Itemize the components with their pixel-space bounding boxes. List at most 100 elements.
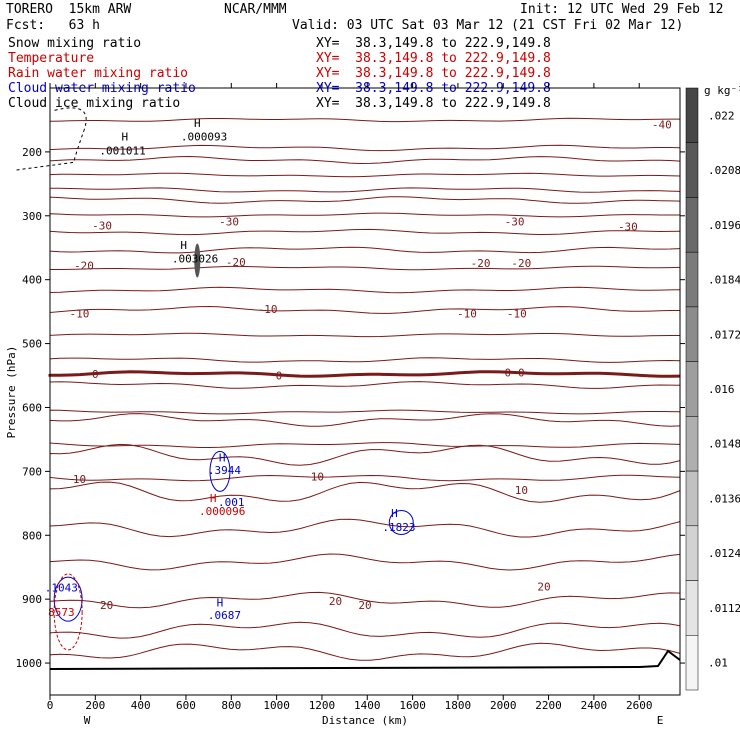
y-tick-label: 200: [22, 146, 42, 159]
plot-frame: [49, 87, 681, 696]
max-annotation: H: [391, 507, 398, 520]
x-tick-label: 2400: [581, 699, 608, 712]
west-label: W: [84, 714, 91, 727]
x-tick-label: 2600: [626, 699, 653, 712]
temperature-contour: [49, 381, 681, 389]
temperature-contour: [49, 187, 681, 193]
x-tick-label: 1400: [354, 699, 381, 712]
colorbar-segment: [685, 416, 699, 472]
x-tick-label: 200: [85, 699, 105, 712]
colorbar-label: .0196: [708, 219, 740, 232]
temperature-contour: [49, 642, 681, 661]
colorbar-segment: [685, 306, 699, 362]
temperature-contour: [49, 265, 681, 271]
contour-label: 0: [92, 368, 99, 381]
cloud-water-contour: [388, 509, 414, 535]
contour-label: -30: [618, 221, 638, 234]
cloud-water-contour: [209, 450, 231, 492]
temperature-contour: [49, 481, 681, 503]
colorbar-label: .016: [708, 383, 735, 396]
colorbar-label: .0208: [708, 164, 740, 177]
x-tick-label: 2200: [535, 699, 562, 712]
init-time: Init: 12 UTC Wed 29 Feb 12: [520, 2, 724, 17]
colorbar-segment: [685, 197, 699, 253]
temperature-contour: [49, 117, 680, 123]
y-tick-label: 800: [22, 529, 42, 542]
temperature-contour: [49, 621, 681, 639]
contour-labels: -40 -30 -30 -30 -30 -20 -20 -20 -20 -10 -10 -10 -10 0…: [45, 117, 672, 622]
valid-time: Valid: 03 UTC Sat 03 Mar 12 (21 CST Fri …: [292, 18, 684, 33]
max-annotation: .0687: [208, 609, 241, 622]
y-axis-label: Pressure (hPa): [5, 346, 18, 439]
temperature-contour: [49, 305, 680, 314]
x-tick-label: 1000: [263, 699, 290, 712]
max-annotation: 8573: [48, 606, 75, 619]
contour-label: -30: [92, 219, 112, 232]
contour-label: -20: [226, 256, 246, 269]
center-label: NCAR/MMM: [224, 2, 287, 17]
max-annotation: .3944: [208, 464, 241, 477]
temperature-contour: [49, 246, 681, 254]
x-tick-label: 1200: [309, 699, 336, 712]
freezing-level-contour: [48, 370, 681, 378]
contour-label: -10: [70, 308, 90, 321]
temperature-contour: [49, 443, 681, 466]
colorbar-segment: [685, 87, 699, 143]
field-name: Snow mixing ratio: [8, 36, 142, 51]
contour-label: 10: [311, 470, 324, 483]
snow-core: [194, 243, 201, 278]
temperature-contour: [49, 413, 681, 427]
field-xy: XY= 38.3,149.8 to 222.9,149.8: [316, 36, 551, 51]
field-xy: XY= 38.3,149.8 to 222.9,149.8: [316, 51, 551, 66]
contour-label: 20: [329, 595, 342, 608]
temperature-contour: [49, 591, 681, 609]
colorbar-label: .0136: [708, 492, 740, 505]
max-annotation: H: [219, 451, 226, 464]
x-tick-label: 0: [47, 699, 54, 712]
contour-label: -30: [219, 216, 239, 229]
contour-label: 20: [358, 599, 371, 612]
contour-label: 0: [504, 366, 511, 379]
y-tick-label: 700: [22, 465, 42, 478]
colorbar: .022 .0208 .0196 .0184 .0172 .016 .0148 .0136 .0…: [685, 84, 740, 691]
temperature-contours: [48, 117, 681, 670]
max-annotation: H: [194, 117, 201, 130]
colorbar-label: .0124: [708, 547, 740, 560]
cloud-ice-contour: [13, 107, 87, 171]
x-tick-label: 2000: [490, 699, 517, 712]
temperature-contour: [49, 518, 681, 538]
field-name: Temperature: [8, 51, 95, 66]
contour-label: -20: [471, 257, 491, 270]
temperature-contour: [49, 409, 681, 415]
x-tick-label: 600: [176, 699, 196, 712]
colorbar-segment: [685, 142, 699, 198]
contour-label: -30: [505, 216, 525, 229]
contour-label: 0: [276, 370, 283, 383]
temperature-contour: [49, 196, 681, 204]
temperature-contour: [49, 155, 681, 165]
temperature-contour: [49, 286, 681, 294]
contour-label: -20: [74, 260, 94, 273]
contour-label: -10: [507, 308, 527, 321]
colorbar-segment: [685, 580, 699, 636]
colorbar-label: .022: [708, 109, 735, 122]
temperature-contour: [49, 332, 680, 338]
temperature-contour: [49, 144, 681, 152]
max-annotation: .1043: [45, 582, 78, 595]
contour-label: 20: [100, 599, 113, 612]
x-tick-label: 1600: [399, 699, 426, 712]
temperature-contour: [49, 357, 681, 363]
max-annotation: H: [121, 131, 128, 144]
y-tick-label: 1000: [16, 657, 43, 670]
cloud-water-contour: [53, 576, 83, 622]
max-annotation: .001: [218, 496, 245, 509]
contour-label: -10: [258, 303, 278, 316]
contour-label: -10: [457, 308, 477, 321]
y-tick-label: 600: [22, 401, 42, 414]
colorbar-label: .0184: [708, 274, 740, 287]
y-tick-label: 400: [22, 274, 42, 287]
field-xy: XY= 38.3,149.8 to 222.9,149.8: [316, 96, 551, 111]
terrain-line: [49, 649, 681, 670]
